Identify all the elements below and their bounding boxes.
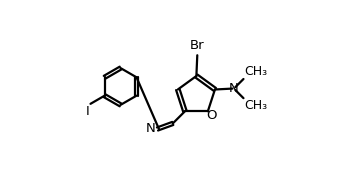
Text: CH₃: CH₃ [244, 99, 268, 112]
Text: O: O [206, 109, 217, 122]
Text: N: N [146, 122, 156, 135]
Text: CH₃: CH₃ [244, 65, 268, 78]
Text: Br: Br [190, 39, 205, 52]
Text: I: I [85, 105, 89, 118]
Text: N: N [229, 82, 239, 95]
